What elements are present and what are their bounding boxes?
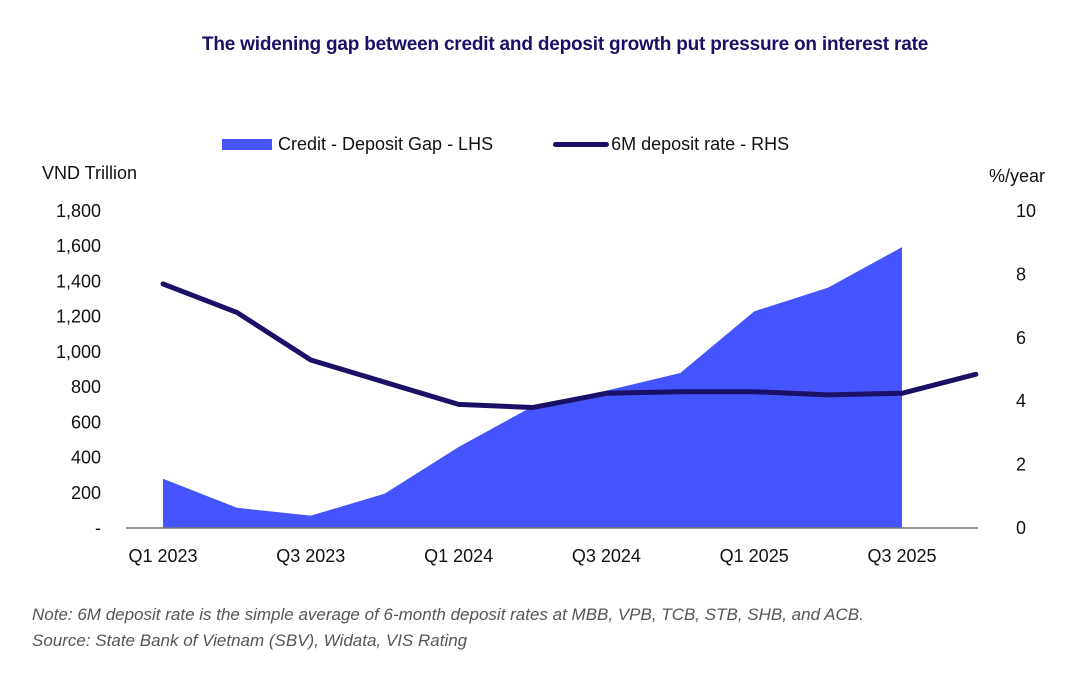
x-tick-label: Q1 2024 bbox=[424, 546, 493, 566]
legend-swatch-area bbox=[222, 139, 272, 150]
y-left-tick-label: 200 bbox=[71, 483, 101, 503]
x-tick-label: Q3 2023 bbox=[276, 546, 345, 566]
y-left-tick-label: 1,000 bbox=[56, 342, 101, 362]
y-left-tick-label: 400 bbox=[71, 448, 101, 468]
legend-item-rate: 6M deposit rate - RHS bbox=[553, 134, 789, 155]
y-left-tick-label: 800 bbox=[71, 377, 101, 397]
line-deposit-rate bbox=[160, 281, 979, 411]
y-right-tick-label: 6 bbox=[1016, 328, 1026, 348]
y-left-tick-label: 1,600 bbox=[56, 236, 101, 256]
legend-label-gap: Credit - Deposit Gap - LHS bbox=[278, 134, 494, 154]
x-tick-label: Q3 2025 bbox=[867, 546, 936, 566]
y-axis-left-title: VND Trillion bbox=[42, 163, 138, 183]
legend-label-rate: 6M deposit rate - RHS bbox=[611, 134, 790, 154]
y-left-tick-label: 1,200 bbox=[56, 307, 101, 327]
y-left-tick-label: 1,400 bbox=[56, 271, 101, 291]
y-right-tick-label: 0 bbox=[1016, 518, 1026, 538]
x-tick-label: Q3 2024 bbox=[572, 546, 641, 566]
y-right-tick-label: 8 bbox=[1016, 264, 1026, 284]
y-left-tick-label: - bbox=[95, 518, 101, 538]
legend-item-gap: Credit - Deposit Gap - LHS bbox=[222, 134, 493, 155]
y-right-tick-label: 10 bbox=[1016, 201, 1036, 221]
area-credit-deposit-gap bbox=[163, 247, 902, 528]
chart-title: The widening gap between credit and depo… bbox=[201, 34, 929, 55]
y-left-tick-label: 600 bbox=[71, 412, 101, 432]
footnote: Note: 6M deposit rate is the simple aver… bbox=[32, 602, 864, 654]
y-axis-right-title: %/year bbox=[989, 166, 1046, 186]
legend: Credit - Deposit Gap - LHS 6M deposit ra… bbox=[222, 134, 789, 155]
x-tick-label: Q1 2025 bbox=[720, 546, 789, 566]
legend-swatch-line bbox=[553, 142, 610, 147]
note-text: Note: 6M deposit rate is the simple aver… bbox=[32, 605, 864, 624]
y-right-tick-label: 4 bbox=[1016, 391, 1026, 411]
y-right-tick-label: 2 bbox=[1016, 455, 1026, 475]
y-left-tick-label: 1,800 bbox=[56, 201, 101, 221]
x-tick-label: Q1 2023 bbox=[128, 546, 197, 566]
source-text: Source: State Bank of Vietnam (SBV), Wid… bbox=[32, 631, 468, 650]
